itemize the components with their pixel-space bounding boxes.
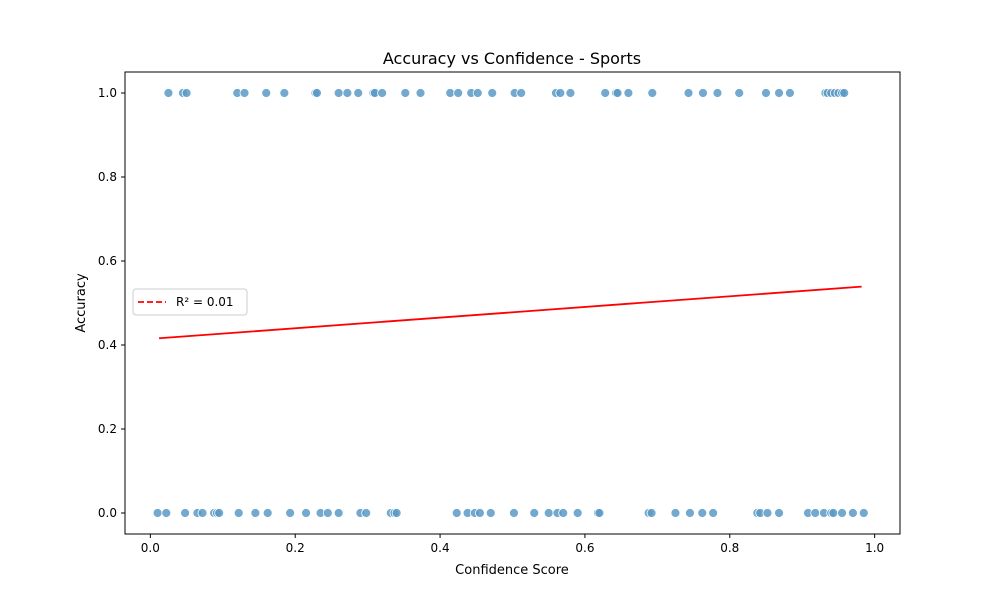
scatter-point [334,89,343,98]
y-axis-label: Accuracy [74,273,89,333]
scatter-point [181,509,190,518]
scatter-point [362,509,371,518]
x-tick-label: 0.0 [141,541,160,555]
scatter-point [475,509,484,518]
x-tick-label: 0.8 [720,541,739,555]
scatter-point [323,509,332,518]
scatter-point [334,509,343,518]
scatter-point [762,89,771,98]
scatter-point [153,509,162,518]
y-tick-label: 0.0 [98,506,117,520]
chart-title: Accuracy vs Confidence - Sports [383,49,641,68]
scatter-point [559,509,568,518]
scatter-point [343,89,352,98]
y-tick-label: 0.4 [98,338,117,352]
scatter-point [613,89,622,98]
scatter-point [488,89,497,98]
fit-line-group [159,287,862,339]
scatter-point [530,509,539,518]
scatter-point [198,509,207,518]
x-axis-label: Confidence Score [455,563,569,578]
scatter-point [354,89,363,98]
scatter-point [280,89,289,98]
scatter-point [684,89,693,98]
scatter-point [785,89,794,98]
scatter-point [848,509,857,518]
scatter-point [566,89,575,98]
scatter-point [763,509,772,518]
scatter-point [775,509,784,518]
legend: R² = 0.01 [133,289,247,315]
y-tick-label: 0.8 [98,170,117,184]
scatter-point [182,89,191,98]
scatter-point [556,89,565,98]
scatter-point [595,509,604,518]
scatter-point [713,89,722,98]
x-tick-label: 0.6 [575,541,594,555]
scatter-point [251,509,260,518]
scatter-point [698,509,707,518]
scatter-point [452,509,461,518]
scatter-point [735,89,744,98]
scatter-point [240,89,249,98]
y-tick-label: 1.0 [98,86,117,100]
x-tick-label: 1.0 [865,541,884,555]
scatter-point [671,509,680,518]
scatter-point [624,89,633,98]
scatter-point [416,89,425,98]
x-axis: 0.0 0.2 0.4 0.6 0.8 1.0 [141,534,884,555]
scatter-point [601,89,610,98]
y-tick-label: 0.6 [98,254,117,268]
scatter-point [811,509,820,518]
y-axis: 0.0 0.2 0.4 0.6 0.8 1.0 [98,86,125,520]
scatter-point [392,509,401,518]
scatter-point [709,509,718,518]
scatter-point [486,509,495,518]
scatter-point [473,89,482,98]
legend-entry: R² = 0.01 [176,295,234,309]
scatter-point [234,509,243,518]
scatter-point [162,509,171,518]
scatter-point [647,509,656,518]
x-tick-label: 0.2 [286,541,305,555]
fit-line [159,287,862,339]
scatter-point [164,89,173,98]
scatter-point [685,509,694,518]
scatter-point [378,89,387,98]
scatter-point [312,89,321,98]
scatter-point [573,509,582,518]
scatter-points [153,89,868,518]
scatter-point [302,509,311,518]
scatter-point [648,89,657,98]
scatter-point [544,509,553,518]
scatter-point [509,509,518,518]
scatter-point [859,509,868,518]
scatter-point [517,89,526,98]
scatter-point [454,89,463,98]
scatter-point [775,89,784,98]
scatter-point [401,89,410,98]
scatter-point [698,89,707,98]
scatter-point [262,89,271,98]
scatter-point [215,509,224,518]
scatter-point [829,509,838,518]
x-tick-label: 0.4 [431,541,450,555]
y-tick-label: 0.2 [98,422,117,436]
scatter-point [840,89,849,98]
scatter-point [263,509,272,518]
scatter-point [286,509,295,518]
scatter-point [838,509,847,518]
